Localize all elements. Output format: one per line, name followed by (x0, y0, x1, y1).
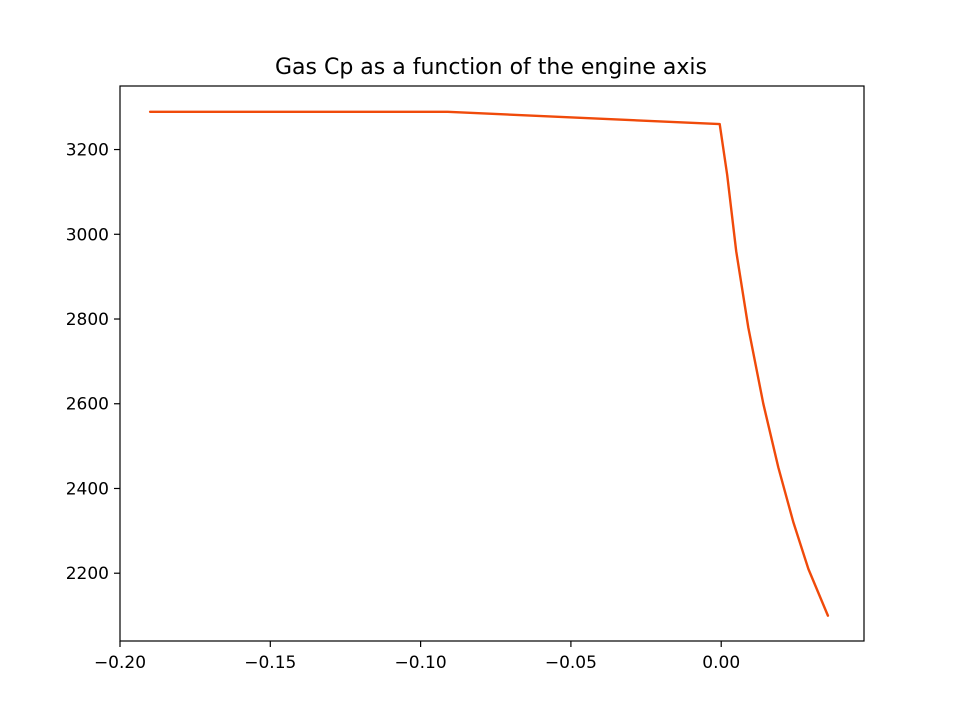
axes-frame (119, 85, 865, 642)
x-axis: −0.20 −0.15 −0.10 −0.05 0.00 (94, 641, 740, 673)
x-tick-label: −0.05 (545, 653, 597, 673)
x-tick-label: −0.15 (244, 653, 296, 673)
y-axis: 2200 2400 2600 2800 3000 3200 (66, 141, 120, 584)
y-tick-label: 2400 (66, 479, 109, 499)
y-tick-label: 2600 (66, 395, 109, 415)
y-tick-label: 2200 (66, 564, 109, 584)
y-tick-label: 2800 (66, 310, 109, 330)
y-tick-label: 3200 (66, 141, 109, 161)
x-tick-label: −0.10 (395, 653, 447, 673)
x-tick-label: 0.00 (702, 653, 740, 673)
x-tick-label: −0.20 (94, 653, 146, 673)
series-layer (148, 110, 830, 617)
y-tick-label: 3000 (66, 225, 109, 245)
chart-title: Gas Cp as a function of the engine axis (275, 55, 707, 80)
series-line (148, 110, 830, 617)
plot-area (119, 85, 865, 642)
